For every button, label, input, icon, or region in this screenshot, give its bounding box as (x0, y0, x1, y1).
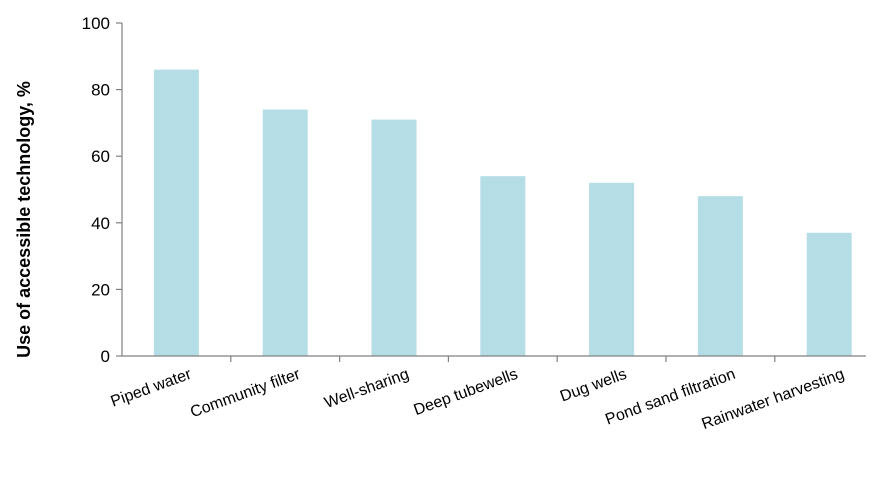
bar (806, 232, 852, 356)
x-tick-label: Community filter (188, 366, 303, 422)
bar (697, 196, 743, 356)
x-tick-label: Piped water (109, 366, 195, 411)
y-tick-label: 0 (101, 347, 110, 366)
y-tick-label: 20 (91, 280, 110, 299)
bar (262, 109, 308, 356)
y-axis-label: Use of accessible technology, % (14, 81, 34, 358)
axes-group (121, 23, 866, 357)
y-tick-label: 100 (82, 14, 110, 33)
y-tick-label: 60 (91, 147, 110, 166)
bar (589, 182, 635, 356)
bar (153, 69, 199, 357)
y-tick-label: 40 (91, 214, 110, 233)
bar (480, 176, 526, 356)
y-tick-label: 80 (91, 81, 110, 100)
bar (371, 119, 417, 356)
x-tick-label: Dug wells (558, 366, 629, 406)
x-tick-label: Deep tubewells (412, 366, 521, 419)
x-tick-label: Well-sharing (322, 366, 411, 412)
y-ticks-group: 0 20 40 60 80 100 (82, 14, 122, 366)
bars-group (153, 69, 852, 357)
